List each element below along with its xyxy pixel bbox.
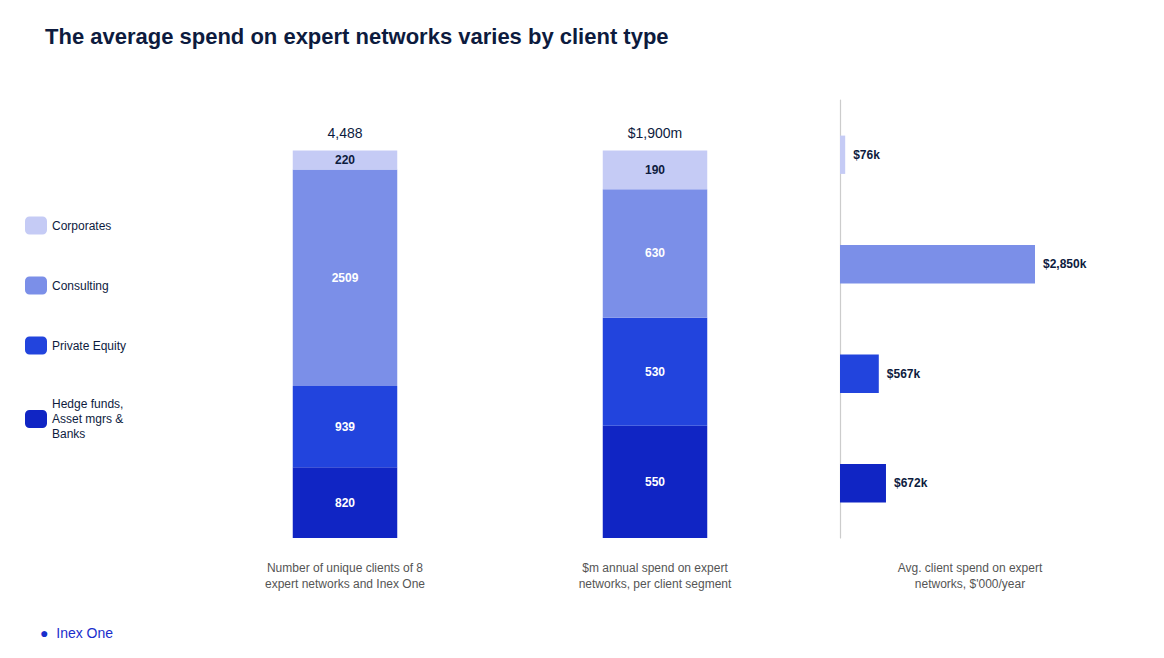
- svg-text:Hedge funds,: Hedge funds,: [52, 397, 123, 411]
- svg-text:220: 220: [335, 153, 355, 167]
- svg-text:550: 550: [645, 475, 665, 489]
- svg-text:$m annual spend on expert: $m annual spend on expert: [582, 561, 728, 575]
- svg-text:networks, per client segment: networks, per client segment: [579, 577, 732, 591]
- svg-text:Private Equity: Private Equity: [52, 339, 126, 353]
- svg-text:$76k: $76k: [853, 148, 880, 162]
- svg-text:530: 530: [645, 365, 665, 379]
- svg-text:$672k: $672k: [894, 476, 928, 490]
- svg-text:2509: 2509: [332, 271, 359, 285]
- svg-text:Number of unique clients of 8: Number of unique clients of 8: [267, 561, 423, 575]
- svg-text:networks, $'000/year: networks, $'000/year: [915, 577, 1025, 591]
- svg-text:$1,900m: $1,900m: [628, 125, 682, 141]
- svg-text:Consulting: Consulting: [52, 279, 109, 293]
- svg-text:The average spend on expert ne: The average spend on expert networks var…: [45, 24, 669, 49]
- svg-text:$2,850k: $2,850k: [1043, 257, 1087, 271]
- svg-text:4,488: 4,488: [327, 125, 362, 141]
- svg-text:● Inex One: ● Inex One: [40, 625, 113, 641]
- svg-text:939: 939: [335, 420, 355, 434]
- svg-text:190: 190: [645, 163, 665, 177]
- svg-text:630: 630: [645, 246, 665, 260]
- svg-text:expert networks and Inex One: expert networks and Inex One: [265, 577, 425, 591]
- svg-text:Avg. client spend on expert: Avg. client spend on expert: [898, 561, 1043, 575]
- svg-text:Corporates: Corporates: [52, 219, 111, 233]
- svg-text:$567k: $567k: [887, 367, 921, 381]
- svg-text:820: 820: [335, 496, 355, 510]
- svg-text:Asset mgrs &: Asset mgrs &: [52, 412, 123, 426]
- svg-text:Banks: Banks: [52, 427, 85, 441]
